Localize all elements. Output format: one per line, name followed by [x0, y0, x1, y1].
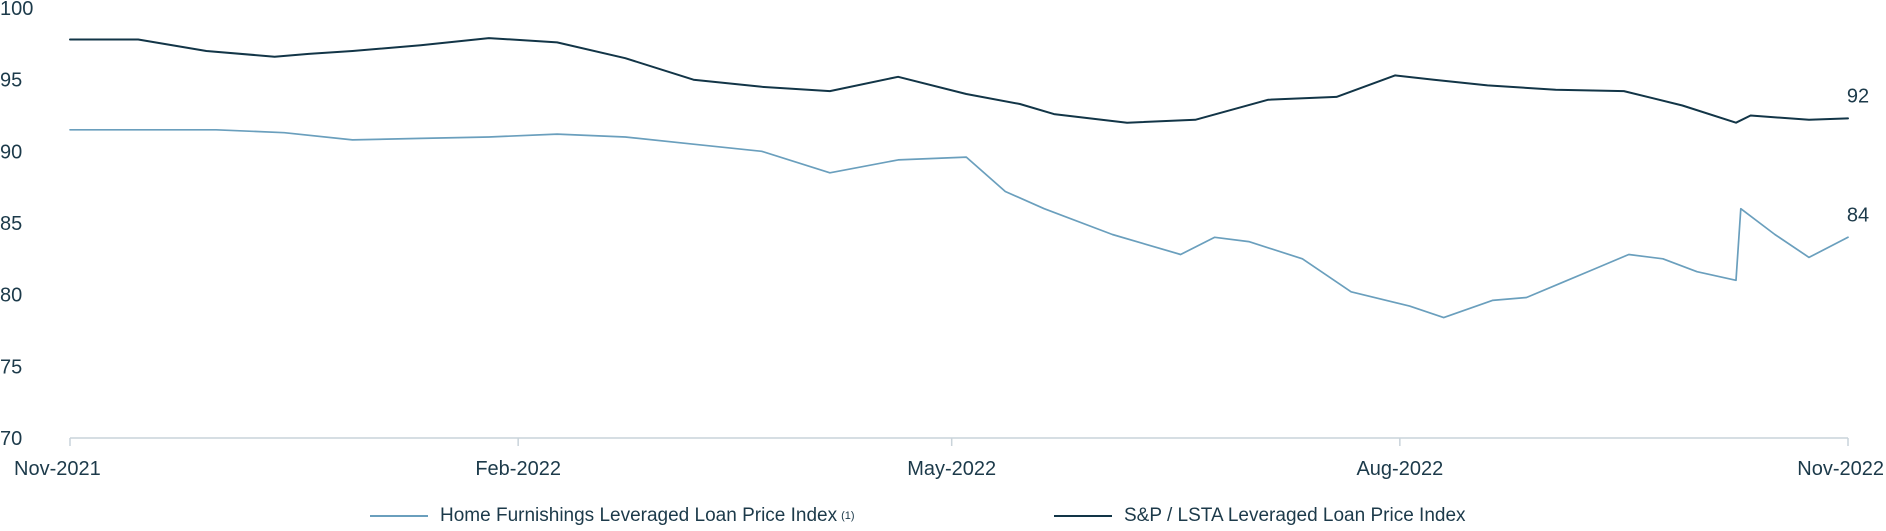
series-end-label-1: 92 — [1847, 85, 1869, 107]
x-tick-label: Feb-2022 — [475, 458, 561, 480]
legend-label-sp-lsta: S&P / LSTA Leveraged Loan Price Index — [1124, 505, 1466, 526]
x-axis-ticks: Nov-2021 Feb-2022 May-2022 Aug-2022 Nov-2022 — [14, 438, 1884, 480]
x-tick-label: May-2022 — [907, 458, 996, 480]
y-tick-label: 85 — [0, 213, 22, 235]
series-line-1 — [69, 37, 1849, 124]
y-tick-label: 70 — [0, 428, 22, 450]
legend-footnote-marker: (1) — [841, 510, 855, 522]
legend-label-home-furnishings: Home Furnishings Leveraged Loan Price In… — [440, 505, 838, 526]
y-tick-label: 90 — [0, 141, 22, 163]
y-tick-label: 75 — [0, 356, 22, 378]
y-axis-ticks: 70 75 80 85 90 95 100 — [0, 0, 33, 450]
end-labels: 84 92 — [1847, 85, 1869, 226]
y-tick-label: 95 — [0, 70, 22, 92]
x-tick-label: Nov-2022 — [1797, 458, 1884, 480]
y-tick-label: 100 — [0, 0, 33, 20]
legend-item-home-furnishings: Home Furnishings Leveraged Loan Price In… — [370, 505, 855, 527]
legend-item-sp-lsta: S&P / LSTA Leveraged Loan Price Index — [1054, 505, 1466, 527]
series-lines — [69, 37, 1849, 319]
series-end-label-0: 84 — [1847, 204, 1869, 226]
legend-swatch-home-furnishings — [370, 515, 428, 517]
legend-swatch-sp-lsta — [1054, 515, 1112, 517]
line-chart: 70 75 80 85 90 95 100 Nov-2021 Feb-2022 May-2022… — [0, 0, 1884, 480]
legend: Home Furnishings Leveraged Loan Price In… — [0, 505, 1886, 531]
x-tick-label: Nov-2021 — [14, 458, 101, 480]
y-tick-label: 80 — [0, 285, 22, 307]
x-tick-label: Aug-2022 — [1356, 458, 1443, 480]
series-line-0 — [69, 128, 1849, 319]
